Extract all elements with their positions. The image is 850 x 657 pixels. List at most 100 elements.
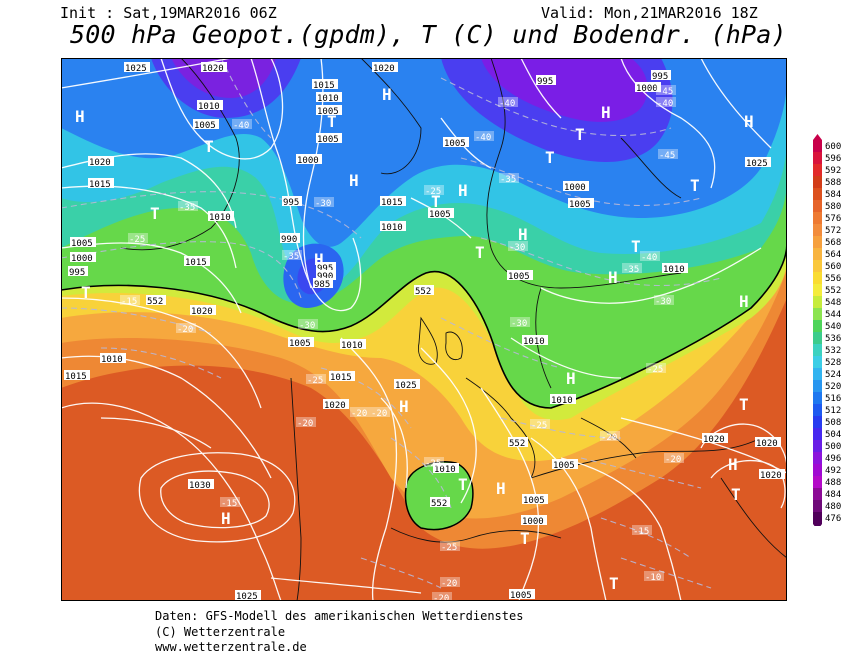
isobar-label-bg (88, 156, 114, 166)
isobar-label-bg (201, 62, 227, 72)
isotherm-label: -20 (351, 409, 367, 419)
isobar-label: 1000 (71, 254, 93, 264)
map-title: 500 hPa Geopot.(gpdm), T (C) und Bodendr… (70, 20, 787, 49)
isotherm-label: -15 (121, 297, 137, 307)
high-pressure-marker: H (728, 455, 738, 474)
legend-value-label: 536 (825, 334, 841, 344)
data-source-note: Daten: GFS-Modell des amerikanischen Wet… (155, 609, 524, 623)
legend-value-label: 520 (825, 382, 841, 392)
isotherm-label-bg (510, 317, 530, 327)
legend-top-arrow (813, 134, 822, 140)
isotherm-label-bg (176, 323, 196, 333)
high-pressure-marker: H (496, 479, 506, 498)
isotherm-label: -25 (307, 376, 323, 386)
isobar-label-bg (635, 82, 661, 92)
legend-value-label: 476 (825, 514, 841, 524)
legend-value-label: 488 (825, 478, 841, 488)
isotherm-label-bg (232, 119, 252, 129)
isobar-label-bg (522, 335, 548, 345)
isobar-label-bg (316, 270, 336, 280)
isobar-label: 1005 (444, 139, 466, 149)
legend-color-swatch (813, 392, 822, 404)
high-pressure-marker: H (221, 509, 231, 528)
isobar-label: 985 (314, 280, 330, 290)
isobar-label: 995 (69, 268, 85, 278)
color-scale-legend: 600 596 592 588 584 580 576 572 568 564 560 556 552 5… (813, 134, 841, 526)
geopotential-label: 552 (509, 439, 525, 449)
legend-color-swatch (813, 368, 822, 380)
isobar-label-bg (745, 157, 771, 167)
isobar-label: 1005 (317, 135, 339, 145)
legend-color-swatch (813, 200, 822, 212)
isotherm-label-bg (298, 319, 318, 329)
isobar-label: 1010 (523, 337, 545, 347)
high-pressure-marker: H (349, 171, 359, 190)
isotherm-label: -40 (475, 133, 491, 143)
isotherm-label: -25 (425, 187, 441, 197)
isotherm-label-bg (474, 131, 494, 141)
legend-color-swatch (813, 188, 822, 200)
isobar-label-bg (88, 178, 114, 188)
isobar-label: 1010 (317, 94, 339, 104)
isobar-label-bg (190, 305, 216, 315)
isobar-label-bg (188, 479, 214, 489)
legend-color-swatch (813, 500, 822, 512)
isobar-label: 1000 (522, 517, 544, 527)
legend-value-label: 552 (825, 286, 841, 296)
isotherm-label: -25 (647, 365, 663, 375)
isotherm-label: -35 (283, 252, 299, 262)
isobar-label-bg (522, 494, 548, 504)
high-pressure-marker: H (739, 292, 749, 311)
low-pressure-marker: T (575, 125, 585, 144)
isotherm-label: -20 (297, 419, 313, 429)
isotherm-label: -30 (315, 199, 331, 209)
isotherm-label: -40 (233, 121, 249, 131)
low-pressure-marker: T (458, 475, 468, 494)
isobar-label: 1005 (317, 107, 339, 117)
isobar-label-bg (651, 70, 671, 80)
legend-color-swatch (813, 176, 822, 188)
legend-value-label: 556 (825, 274, 841, 284)
legend-value-label: 508 (825, 418, 841, 428)
isobar-label-bg (70, 237, 96, 247)
legend-value-label: 540 (825, 322, 841, 332)
website-link[interactable]: www.wetterzentrale.de (155, 640, 307, 654)
isobar-label: 1025 (125, 64, 147, 74)
isobar-label-bg (100, 353, 126, 363)
isobar-label-bg (702, 433, 728, 443)
legend-value-label: 500 (825, 442, 841, 452)
high-pressure-marker: H (399, 397, 409, 416)
high-pressure-marker: H (608, 268, 618, 287)
isotherm-label: -45 (659, 151, 675, 161)
geopotential-label: 552 (431, 499, 447, 509)
isobar-label: 1005 (71, 239, 93, 249)
low-pressure-marker: T (81, 283, 91, 302)
isotherm-label: -15 (633, 527, 649, 537)
legend-color-swatch (813, 284, 822, 296)
isobar-label: 1025 (395, 381, 417, 391)
legend-color-swatch (813, 248, 822, 260)
isotherm-label: -25 (531, 421, 547, 431)
isobar-label-bg (759, 469, 785, 479)
legend-value-label: 480 (825, 502, 841, 512)
legend-color-swatch (813, 272, 822, 284)
legend-color-swatch (813, 164, 822, 176)
isobar-label-bg (380, 196, 406, 206)
isotherm-label: -30 (655, 297, 671, 307)
isobar-label-bg (197, 100, 223, 110)
isobar-label: 1020 (373, 64, 395, 74)
high-pressure-marker: H (744, 112, 754, 131)
isobar-label-bg (323, 399, 349, 409)
isotherm-label-bg (296, 417, 316, 427)
isobar-label: 1015 (313, 81, 335, 91)
legend-value-label: 512 (825, 406, 841, 416)
isobar-labels: 1025 1020 1020 1015 1010 1005 1010 1005 1005 1000… (64, 62, 785, 601)
legend-color-swatch (813, 416, 822, 428)
isobar-label: 1010 (381, 223, 403, 233)
low-pressure-marker: T (609, 574, 619, 593)
isotherm-label-bg (508, 241, 528, 251)
isotherm-label-bg (306, 374, 326, 384)
legend-value-label: 576 (825, 214, 841, 224)
isotherm-label-bg (424, 457, 444, 467)
